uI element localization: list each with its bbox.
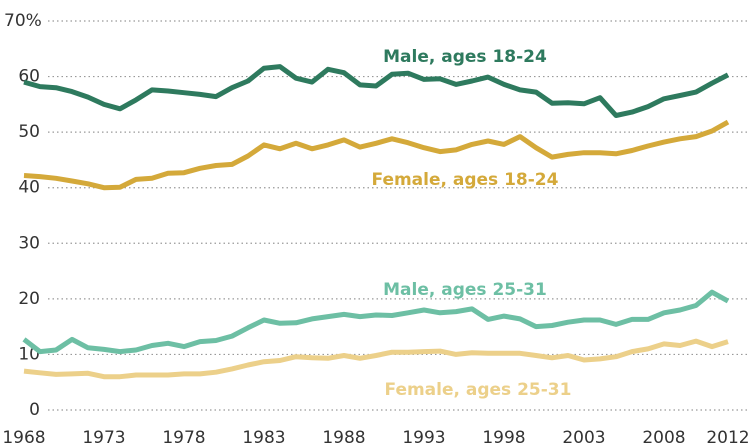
x-tick-label: 1993: [402, 428, 445, 448]
x-tick-label: 2012: [706, 428, 749, 448]
series-label: Female, ages 25-31: [385, 380, 572, 400]
series-line: [22, 289, 730, 355]
y-tick-label: 70%: [4, 11, 42, 31]
y-tick-label: 50: [18, 122, 40, 142]
series-line: [23, 338, 729, 380]
x-tick-label: 1978: [162, 428, 205, 448]
series-line: [23, 64, 730, 118]
x-tick-label: 1988: [322, 428, 365, 448]
x-tick-label: 1983: [242, 428, 285, 448]
y-tick-label: 20: [18, 289, 40, 309]
x-tick-label: 2008: [642, 428, 685, 448]
y-tick-label: 60: [18, 67, 40, 87]
series-line: [23, 119, 730, 191]
x-tick-label: 1998: [482, 428, 525, 448]
x-tick-label: 1968: [2, 428, 45, 448]
y-tick-label: 40: [18, 178, 40, 198]
series-label: Male, ages 18-24: [383, 47, 547, 67]
y-tick-label: 30: [18, 233, 40, 253]
x-tick-label: 2003: [562, 428, 605, 448]
x-tick-label: 1973: [82, 428, 125, 448]
series-label: Female, ages 18-24: [372, 170, 559, 190]
series-label: Male, ages 25-31: [383, 280, 547, 300]
y-tick-label: 0: [29, 400, 40, 420]
